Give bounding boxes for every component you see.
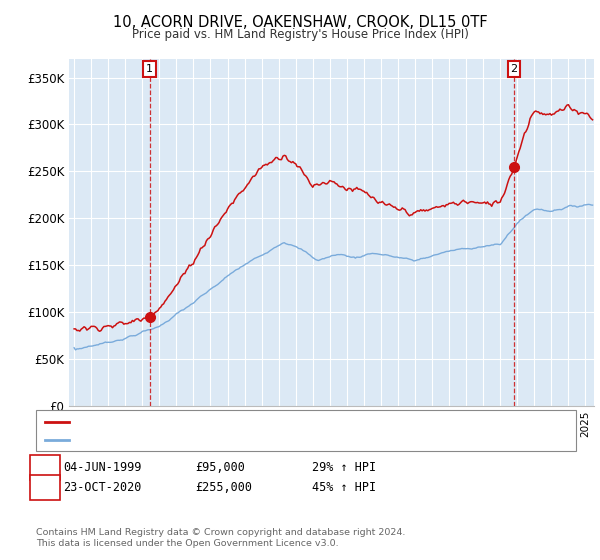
Text: 45% ↑ HPI: 45% ↑ HPI (312, 480, 376, 494)
Text: 29% ↑ HPI: 29% ↑ HPI (312, 461, 376, 474)
Text: 2: 2 (511, 64, 518, 74)
Text: 04-JUN-1999: 04-JUN-1999 (63, 461, 142, 474)
Text: HPI: Average price, detached house, County Durham: HPI: Average price, detached house, Coun… (75, 435, 364, 445)
Text: Price paid vs. HM Land Registry's House Price Index (HPI): Price paid vs. HM Land Registry's House … (131, 28, 469, 41)
Text: 2: 2 (41, 480, 49, 494)
Text: 10, ACORN DRIVE, OAKENSHAW, CROOK, DL15 0TF (detached house): 10, ACORN DRIVE, OAKENSHAW, CROOK, DL15 … (75, 417, 455, 427)
Text: 1: 1 (146, 64, 153, 74)
Text: £95,000: £95,000 (195, 461, 245, 474)
Text: Contains HM Land Registry data © Crown copyright and database right 2024.
This d: Contains HM Land Registry data © Crown c… (36, 528, 406, 548)
Text: £255,000: £255,000 (195, 480, 252, 494)
Text: 23-OCT-2020: 23-OCT-2020 (63, 480, 142, 494)
Text: 1: 1 (41, 461, 49, 474)
Text: 10, ACORN DRIVE, OAKENSHAW, CROOK, DL15 0TF: 10, ACORN DRIVE, OAKENSHAW, CROOK, DL15 … (113, 15, 487, 30)
